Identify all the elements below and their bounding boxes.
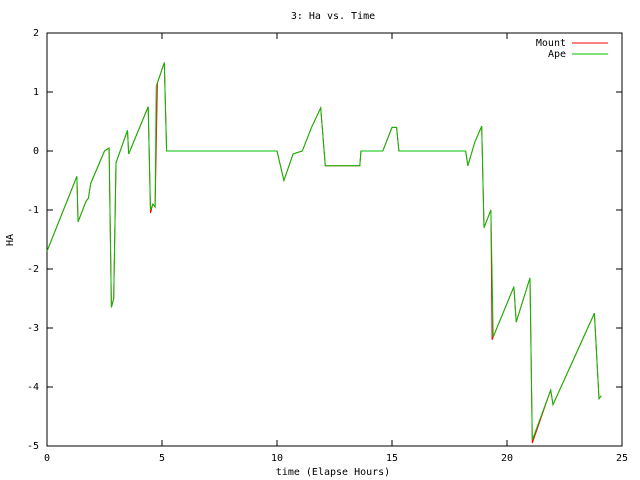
chart-title: 3: Ha vs. Time (291, 11, 375, 22)
x-tick-label: 10 (271, 453, 283, 464)
y-axis-label: HA (5, 234, 16, 246)
x-tick-label: 15 (386, 453, 398, 464)
legend-label: Ape (548, 49, 566, 60)
y-tick-label: 0 (33, 146, 39, 157)
x-axis-label: time (Elapse Hours) (276, 467, 390, 478)
y-tick-label: -3 (27, 323, 39, 334)
x-tick-label: 5 (159, 453, 165, 464)
legend-label: Mount (536, 38, 566, 49)
y-tick-label: -1 (27, 205, 39, 216)
x-tick-label: 20 (501, 453, 513, 464)
y-tick-label: -5 (27, 441, 39, 452)
y-tick-label: -2 (27, 264, 39, 275)
series-line (46, 62, 602, 441)
y-tick-label: 1 (33, 87, 39, 98)
plot-frame (46, 32, 623, 447)
y-tick-label: -4 (27, 382, 39, 393)
series-line (46, 62, 602, 444)
y-tick-label: 2 (33, 28, 39, 39)
x-tick-label: 25 (616, 453, 628, 464)
x-tick-label: 0 (44, 453, 50, 464)
